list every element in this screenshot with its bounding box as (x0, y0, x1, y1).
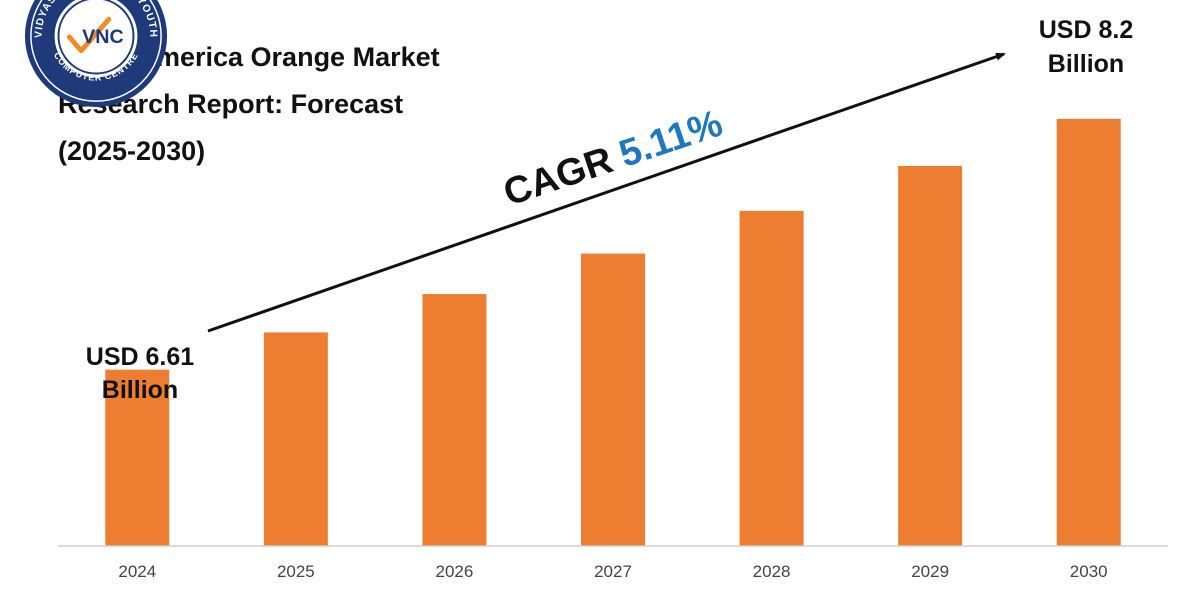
bar-2025 (263, 332, 328, 546)
x-tick-label-2024: 2024 (118, 562, 156, 581)
bar-2029 (898, 165, 963, 546)
x-axis-tick-labels: 2024 2025 2026 2027 2028 2029 2030 (118, 562, 1107, 581)
bar-2024 (105, 369, 170, 546)
bar-series (105, 118, 1121, 547)
start-value-label: USD 6.61 Billion (86, 343, 194, 404)
x-tick-label-2030: 2030 (1070, 562, 1108, 581)
end-value-label: USD 8.2 Billion (1039, 16, 1133, 78)
cagr-value: 5.11% (614, 103, 728, 176)
bar-2026 (422, 294, 487, 546)
x-tick-label-2025: 2025 (277, 562, 315, 581)
cagr-prefix: CAGR (499, 139, 618, 214)
growth-trend-arrow (207, 52, 1006, 333)
x-tick-label-2026: 2026 (436, 562, 474, 581)
end-value-line-2: Billion (1048, 50, 1124, 78)
x-tick-label-2028: 2028 (753, 562, 791, 581)
end-value-line-1: USD 8.2 (1039, 16, 1133, 44)
start-value-line-2: Billion (102, 376, 178, 404)
chart-title-line-3: (2025-2030) (58, 136, 206, 166)
cagr-label: CAGR5.11% (499, 103, 728, 215)
start-value-line-1: USD 6.61 (86, 343, 194, 371)
company-seal-logo: VIDYASAGAR DIGITAL YOUTH COMPUTER CENTRE… (24, 0, 168, 108)
bar-2028 (739, 210, 804, 546)
x-tick-label-2027: 2027 (594, 562, 632, 581)
x-tick-label-2029: 2029 (911, 562, 949, 581)
bar-2027 (581, 253, 645, 547)
logo-badge-text: VNC (82, 26, 124, 48)
logo-check-icon (66, 16, 112, 54)
bar-2030 (1056, 118, 1121, 546)
